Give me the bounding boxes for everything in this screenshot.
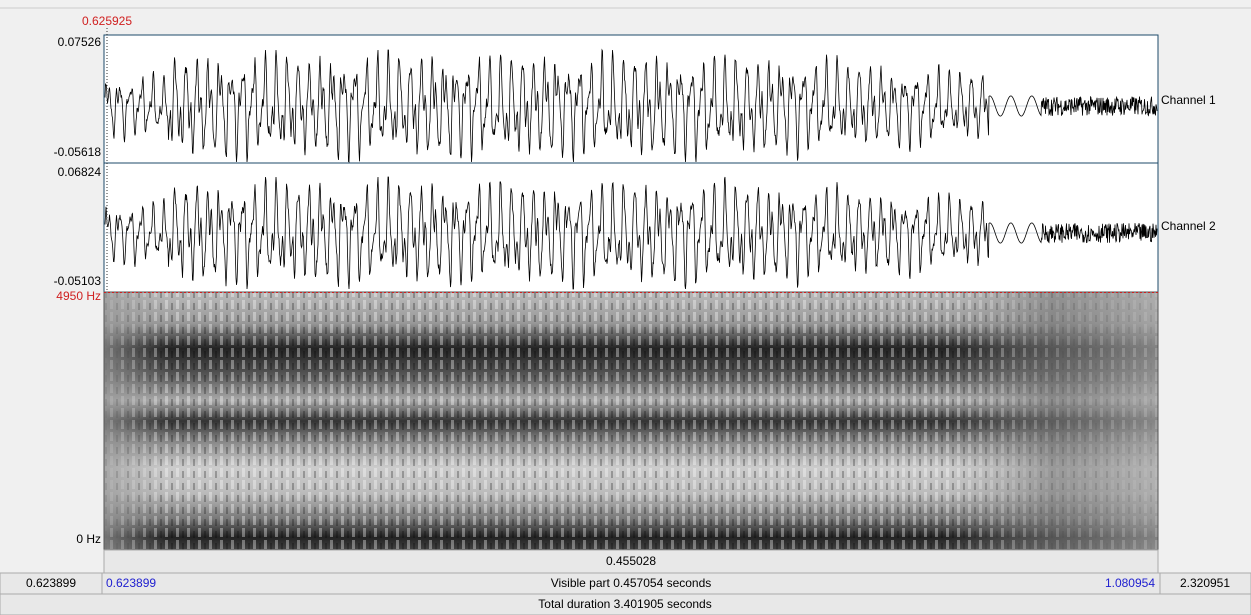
visible-start: 0.623899: [106, 576, 156, 590]
selection-duration: 0.455028: [606, 554, 656, 568]
visible-end: 1.080954: [1105, 576, 1155, 590]
visible-part: Visible part 0.457054 seconds: [551, 576, 712, 590]
channel-max: 0.06824: [58, 165, 102, 179]
page: 0.625925 0.07526 -0.05618 Channel 1 0.06…: [0, 0, 1251, 615]
frequency-max: 4950 Hz: [56, 289, 101, 303]
channel-label: Channel 1: [1161, 93, 1216, 107]
spectrogram: [104, 292, 1158, 550]
cursor-time: 0.625925: [82, 14, 132, 28]
channel-label: Channel 2: [1161, 219, 1216, 233]
channel-min: -0.05103: [54, 274, 102, 288]
total-duration: Total duration 3.401905 seconds: [538, 597, 711, 611]
channel-min: -0.05618: [54, 145, 102, 159]
spectrogram-edges: [104, 292, 1158, 550]
channel-max: 0.07526: [58, 35, 102, 49]
frequency-min: 0 Hz: [76, 532, 101, 546]
sound-editor: 0.625925 0.07526 -0.05618 Channel 1 0.06…: [0, 0, 1251, 615]
hidden-right-time: 2.320951: [1180, 576, 1230, 590]
hidden-left-time: 0.623899: [26, 576, 76, 590]
